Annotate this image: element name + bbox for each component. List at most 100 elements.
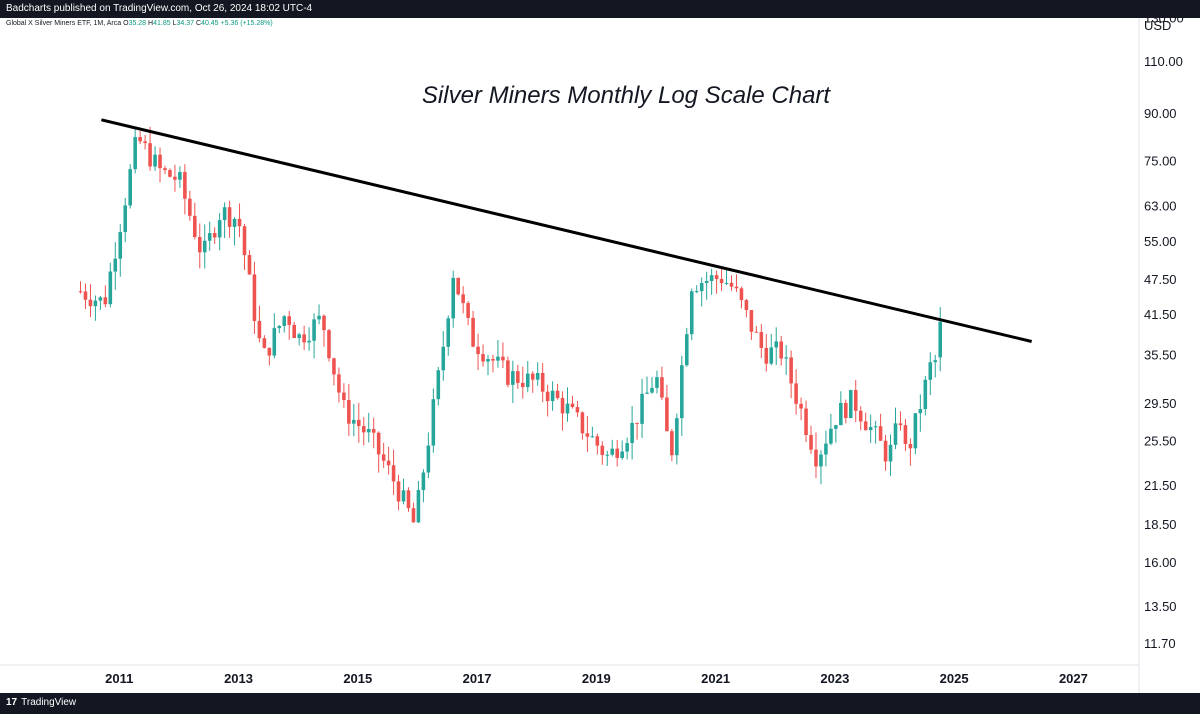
candle-up: [625, 443, 629, 452]
candle-down: [580, 412, 585, 434]
candle-up: [923, 379, 928, 410]
candle-down: [555, 390, 560, 399]
candle-up: [426, 445, 431, 473]
candle-down: [595, 436, 600, 446]
candle-up: [441, 346, 446, 371]
candle-up: [133, 137, 137, 170]
candle-down: [88, 299, 93, 307]
candle-down: [257, 320, 262, 339]
candle-down: [103, 297, 108, 305]
candle-down: [292, 324, 296, 339]
candle-up: [486, 359, 490, 362]
tradingview-logo: 17 TradingView: [6, 697, 76, 708]
publisher-bar: Badcharts published on TradingView.com, …: [0, 0, 1200, 18]
candle-up: [416, 490, 421, 523]
candle-down: [585, 433, 590, 437]
candle-up: [123, 205, 128, 233]
candle-down: [575, 407, 580, 413]
price-tick-label: 47.50: [1144, 272, 1177, 287]
close-label: C: [195, 20, 202, 27]
candle-down: [332, 358, 336, 375]
candle-down: [804, 408, 808, 436]
candle-down: [545, 391, 550, 402]
candle-up: [829, 428, 833, 444]
candle-down: [227, 207, 232, 227]
time-tick-label: 2011: [105, 671, 133, 686]
price-tick-label: 75.00: [1144, 153, 1177, 168]
candle-down: [322, 315, 326, 331]
candle-down: [173, 176, 177, 180]
candle-up: [630, 422, 634, 444]
candle-up: [451, 277, 456, 319]
candle-down: [516, 371, 520, 383]
candle-down: [898, 423, 903, 426]
candle-up: [819, 454, 823, 467]
candle-up: [93, 300, 98, 307]
candle-up: [928, 362, 933, 380]
candle-down: [347, 400, 351, 424]
candle-down: [530, 373, 535, 380]
time-tick-label: 2015: [343, 671, 372, 686]
candle-up: [848, 390, 853, 418]
candle-up: [297, 334, 301, 339]
price-tick-label: 11.70: [1144, 636, 1176, 651]
candle-down: [391, 465, 396, 482]
candle-up: [675, 418, 679, 456]
candle-down: [148, 143, 152, 167]
time-axis[interactable]: 2011 2013 2015 2017 2019 2021 2023 2025 2027: [105, 671, 1088, 686]
price-tick-label: 25.50: [1144, 434, 1177, 449]
candle-down: [337, 374, 341, 393]
candle-down: [406, 490, 411, 509]
candle-up: [511, 371, 515, 385]
time-tick-label: 2019: [582, 671, 611, 686]
candle-down: [878, 426, 883, 441]
candle-down: [396, 481, 401, 502]
price-tick-label: 13.50: [1144, 599, 1177, 614]
candle-up: [113, 258, 118, 272]
candle-down: [789, 357, 793, 384]
candle-down: [779, 341, 783, 359]
price-tick-label: 29.50: [1144, 396, 1177, 411]
candle-down: [471, 317, 475, 347]
candle-down: [188, 198, 192, 216]
candle-down: [212, 233, 217, 238]
candle-down: [481, 354, 485, 362]
low-value: 34.37: [176, 20, 195, 27]
candle-down: [660, 377, 664, 398]
candle-up: [938, 321, 943, 358]
candle-up: [888, 444, 893, 462]
candle-down: [883, 440, 888, 462]
candle-down: [719, 279, 724, 284]
candle-down: [302, 334, 306, 343]
candle-down: [376, 432, 381, 455]
candle-down: [163, 168, 167, 171]
open-label: O: [123, 20, 129, 27]
candle-down: [863, 421, 868, 431]
candle-up: [232, 218, 237, 227]
candle-up: [834, 425, 838, 429]
candle-down: [381, 454, 386, 461]
candle-up: [640, 393, 644, 424]
price-tick-label: 63.00: [1144, 199, 1177, 214]
price-chart[interactable]: Silver Miners Monthly Log Scale Chart US…: [0, 18, 1200, 693]
candle-down: [247, 255, 252, 275]
candle-up: [694, 291, 699, 293]
candle-up: [217, 220, 222, 238]
candle-down: [570, 403, 575, 408]
candle-down: [665, 397, 669, 432]
candle-down: [858, 410, 863, 422]
candle-up: [525, 373, 530, 388]
symbol-name: Global X Silver Miners ETF, 1M, Arca: [6, 20, 122, 27]
candle-down: [158, 154, 162, 169]
candle-up: [605, 454, 610, 456]
candle-down: [754, 331, 759, 333]
price-axis[interactable]: 130.00 110.00 90.00 75.00 63.00 55.00 47.50 41.…: [1144, 18, 1184, 651]
candle-down: [143, 141, 147, 144]
high-value: 41.85: [153, 20, 171, 27]
candle-up: [918, 409, 923, 414]
candle-up: [446, 318, 451, 347]
candle-down: [759, 332, 764, 348]
candle-up: [352, 419, 356, 424]
candle-down: [168, 170, 172, 177]
candle-up: [496, 356, 500, 361]
